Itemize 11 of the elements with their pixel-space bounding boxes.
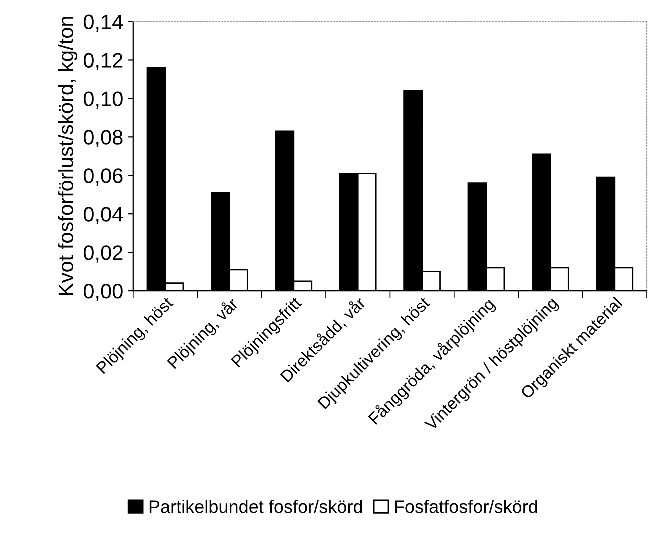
y-tick-label: 0,06	[84, 168, 123, 186]
y-axis-title: Kvot fosforförlust/skörd, kg/ton	[58, 17, 78, 296]
y-tick-label: 0,00	[84, 284, 123, 302]
y-tick-label: 0,10	[84, 92, 123, 109]
y-tick-label: 0,12	[84, 53, 123, 70]
legend-label: Fosfatfosfor/skörd	[395, 500, 538, 514]
y-tick-label: 0,02	[84, 246, 123, 263]
y-tick-label: 0,08	[84, 130, 123, 148]
y-tick-label: 0,14	[84, 14, 124, 32]
legend-label: Partikelbundet fosfor/skörd	[150, 500, 362, 514]
y-tick-label: 0,04	[84, 207, 124, 224]
